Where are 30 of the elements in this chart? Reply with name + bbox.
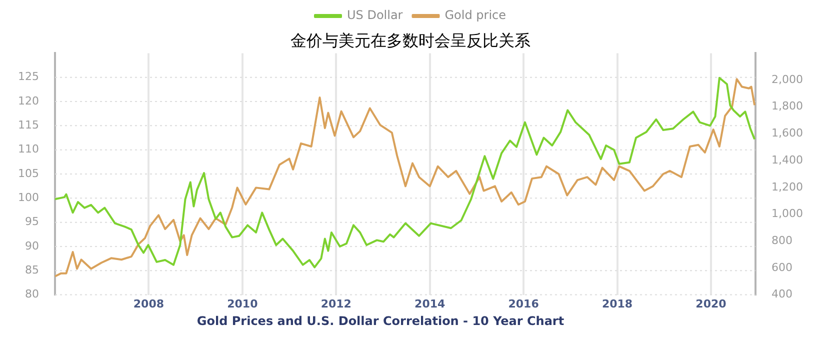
x-tick-label: 2010 (227, 297, 258, 310)
y-tick-label: 100 (18, 191, 39, 204)
y-tick-label: 95 (24, 215, 39, 228)
y2-tick-label: 600 (772, 260, 793, 274)
x-tick-label: 2016 (508, 297, 540, 310)
y-tick-label: 90 (24, 239, 39, 252)
x-tick-label: 2008 (133, 297, 164, 310)
y2-tick-label: 800 (772, 234, 793, 247)
y-tick-label: 80 (24, 288, 39, 301)
text: Gold Prices and U.S. Dollar Correlation - 10 Year Chart (196, 314, 566, 328)
chart-title: 金价与美元在多数时会呈反比关系 (290, 30, 530, 50)
legend-label: Gold price (444, 8, 506, 22)
y2-tick-label: 2,000 (772, 72, 804, 86)
y2-tick-label: 400 (772, 288, 793, 301)
y2-tick-label: 1,400 (772, 153, 804, 166)
y2-tick-label: 1,800 (772, 100, 804, 113)
y-tick-label: 110 (18, 142, 39, 156)
y-tick-label: 125 (18, 70, 39, 84)
y2-tick-label: 1,600 (772, 126, 804, 140)
y2-tick-label: 1,200 (772, 180, 804, 194)
x-tick-label: 2020 (696, 297, 727, 310)
y-tick-label: 105 (18, 166, 39, 180)
y-tick-label: 120 (18, 94, 39, 108)
y-tick-label: 115 (18, 118, 39, 132)
x-tick-label: 2018 (602, 297, 633, 310)
x-tick-label: 2014 (414, 297, 446, 310)
x-tick-label: 2012 (320, 297, 352, 310)
y-tick-label: 85 (24, 264, 39, 276)
y2-tick-label: 1,000 (772, 207, 804, 220)
legend-label: US Dollar (346, 8, 403, 22)
